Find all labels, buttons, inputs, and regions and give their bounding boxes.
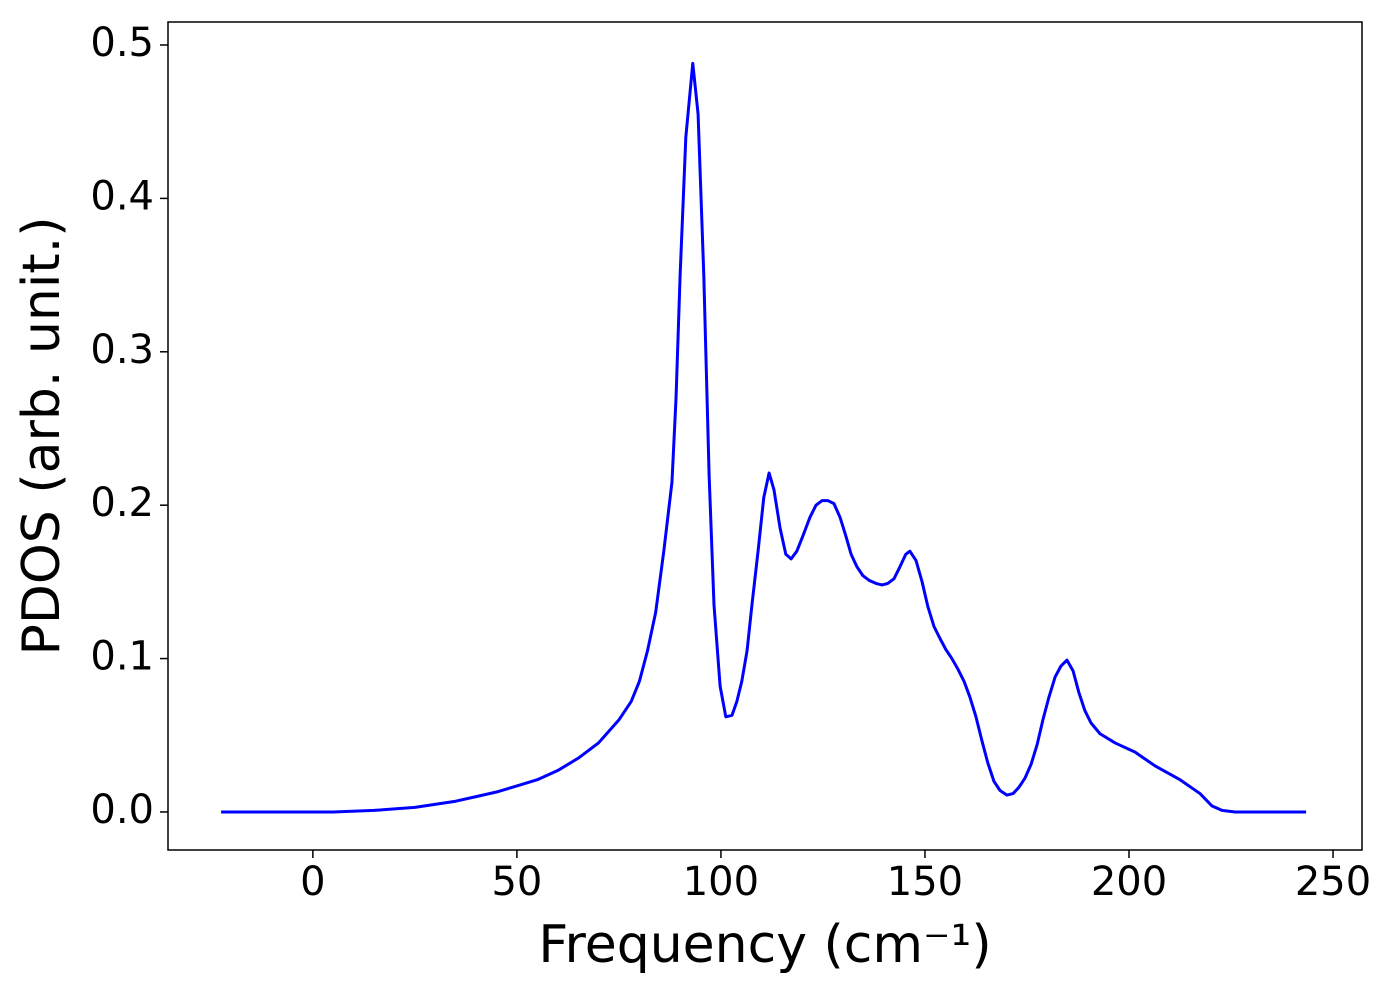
x-tick-label: 250 (1295, 859, 1371, 905)
y-tick-label: 0.1 (90, 634, 154, 680)
x-tick-label: 200 (1091, 859, 1167, 905)
y-tick-label: 0.2 (90, 480, 154, 526)
x-tick-label: 0 (300, 859, 325, 905)
y-tick-label: 0.0 (90, 787, 154, 833)
x-axis-label: Frequency (cm⁻¹) (538, 915, 991, 975)
y-tick-label: 0.4 (90, 173, 154, 219)
y-tick-label: 0.3 (90, 327, 154, 373)
y-tick-label: 0.5 (90, 20, 154, 66)
x-tick-label: 150 (887, 859, 963, 905)
data-line (221, 61, 1307, 814)
y-axis-label: PDOS (arb. unit.) (12, 216, 72, 655)
x-tick-label: 100 (683, 859, 759, 905)
x-tick-label: 50 (491, 859, 542, 905)
plot-frame (167, 21, 1363, 851)
